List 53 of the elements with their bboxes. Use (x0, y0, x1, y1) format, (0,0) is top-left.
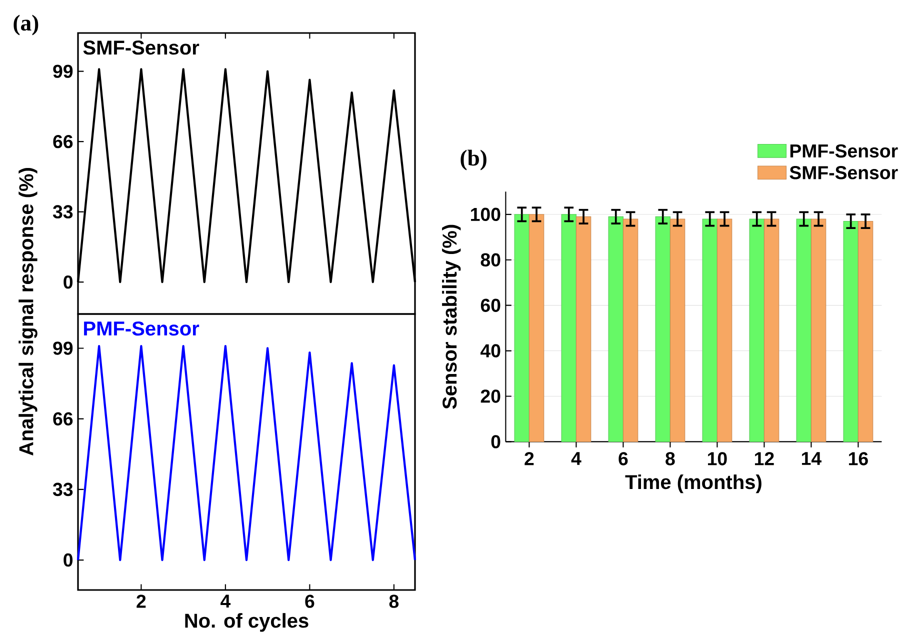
bar (858, 220, 874, 442)
x-axis-title: No. of cycles (185, 613, 308, 632)
y-axis-title: Sensor stability (%) (442, 224, 461, 409)
x-axis-title: Time (months) (625, 474, 762, 494)
y-tick-label: 40 (480, 344, 500, 358)
text: (b) (460, 150, 486, 170)
legend-label: SMF-Sensor (83, 40, 200, 55)
x-tick-label: 10 (708, 452, 727, 466)
bar (561, 214, 576, 442)
bar (655, 216, 670, 442)
y-axis-title: Analytical signal response (%) (18, 168, 38, 456)
bar (764, 218, 780, 442)
y-tick-label: 33 (52, 205, 73, 218)
bar (702, 218, 718, 442)
bar (514, 214, 530, 442)
y-tick-label: 99 (53, 342, 73, 355)
y-tick-label: 66 (53, 412, 73, 426)
text: (a) (14, 14, 38, 36)
x-tick-label: 2 (524, 452, 534, 466)
line-series (76, 345, 416, 562)
bar (576, 216, 592, 442)
y-tick-label: 0 (64, 553, 73, 567)
y-tick-label: 80 (480, 253, 500, 266)
bar (670, 218, 686, 442)
y-tick-label: 20 (480, 390, 500, 403)
y-tick-label: 60 (480, 298, 500, 312)
x-tick-label: 14 (802, 452, 822, 465)
bar (843, 220, 858, 442)
bar (608, 216, 624, 442)
y-tick-label: 0 (64, 275, 73, 289)
y-tick-label: 100 (471, 208, 500, 222)
y-tick-label: 33 (52, 482, 73, 496)
y-tick-label: 0 (491, 435, 500, 448)
bar (622, 218, 638, 442)
y-tick-label: 66 (53, 134, 73, 148)
x-tick-label: 12 (754, 452, 774, 466)
y-tick-label: 99 (53, 64, 73, 78)
bar (796, 218, 812, 442)
x-tick-label: 8 (666, 452, 675, 466)
bar (716, 218, 732, 442)
x-tick-label: 6 (618, 452, 628, 466)
bar (528, 214, 544, 442)
bar (749, 218, 764, 442)
x-tick-label: 2 (136, 594, 146, 608)
x-tick-label: 16 (848, 452, 868, 466)
x-tick-label: 4 (571, 452, 582, 465)
legend-label: SMF-Sensor (790, 166, 898, 180)
x-tick-label: 8 (389, 594, 399, 608)
x-tick-label: 4 (220, 594, 231, 608)
legend-label: PMF-Sensor (790, 144, 898, 158)
bar (810, 218, 826, 442)
x-tick-label: 6 (305, 594, 314, 608)
series-label: PMF-Sensor (84, 321, 200, 336)
